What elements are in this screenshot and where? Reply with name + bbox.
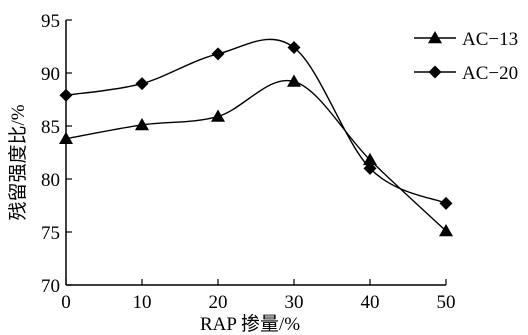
x-tick-label: 50 (437, 292, 456, 313)
x-tick-label: 30 (285, 292, 304, 313)
data-point-diamond (211, 47, 225, 61)
legend-marker-triangle (428, 31, 442, 44)
x-tick-label: 0 (61, 292, 71, 313)
legend-marker-diamond (428, 65, 442, 79)
y-tick-label: 95 (41, 11, 60, 32)
data-point-triangle (59, 131, 73, 144)
legend: AC−13 AC−20 (414, 29, 518, 84)
y-tick-label: 75 (41, 223, 60, 244)
legend-label: AC−20 (462, 63, 518, 84)
x-tick-label: 40 (361, 292, 380, 313)
data-point-diamond (287, 41, 301, 55)
data-point-triangle (287, 74, 301, 87)
x-tick-label: 20 (209, 292, 228, 313)
data-point-diamond (439, 196, 453, 210)
x-tick-label: 10 (133, 292, 152, 313)
y-axis-title: 残留强度比/% (7, 104, 29, 220)
x-axis-title: RAP 掺量/% (200, 313, 300, 335)
y-tick-label: 85 (41, 117, 60, 138)
series-line-1 (65, 79, 447, 232)
data-point-diamond (135, 77, 149, 91)
y-tick-label: 70 (41, 276, 60, 297)
data-point-triangle (211, 109, 225, 122)
y-tick-label: 90 (41, 64, 60, 85)
data-point-triangle (439, 223, 453, 237)
y-tick-label: 80 (41, 170, 60, 191)
series-layer (59, 38, 453, 237)
data-point-triangle (363, 152, 377, 166)
data-point-diamond (363, 161, 377, 175)
axes: 0 10 20 30 40 50 70 75 80 85 90 95 (41, 11, 456, 313)
data-point-triangle (135, 117, 149, 131)
data-point-diamond (59, 88, 73, 102)
legend-label: AC−13 (462, 29, 518, 50)
